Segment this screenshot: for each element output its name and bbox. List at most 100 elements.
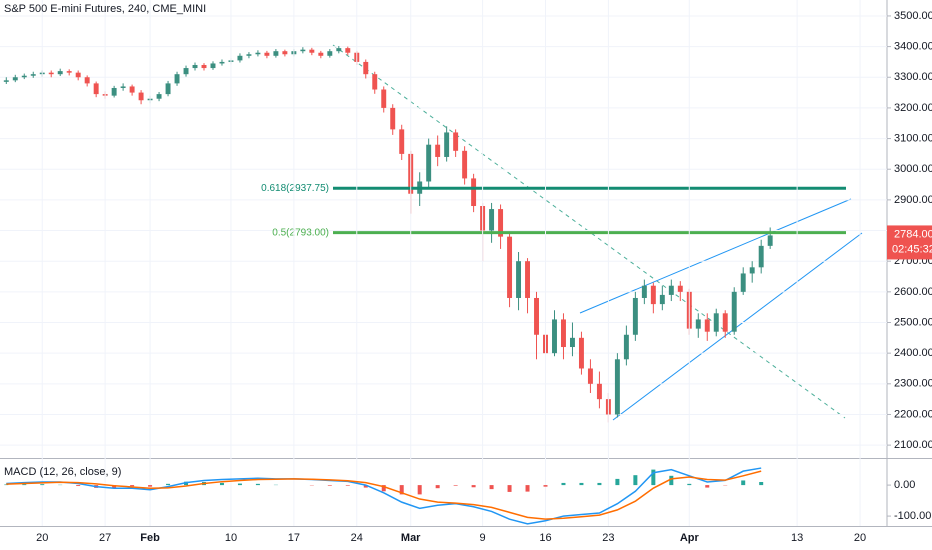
candle-body [704, 319, 710, 332]
candle-body [129, 86, 135, 93]
candle-body [66, 71, 72, 73]
candle-body [246, 54, 252, 56]
macd-line [6, 467, 762, 525]
candle-body [462, 150, 468, 179]
candle-body [84, 77, 90, 84]
macd-histogram-bar [255, 483, 260, 486]
y-tick-label: 2400.00 [894, 347, 932, 359]
candle-body [614, 359, 620, 415]
y-tick-label: 2500.00 [894, 316, 932, 328]
candle-body [318, 52, 324, 56]
candle-body [363, 61, 369, 75]
macd-histogram-bar [507, 485, 512, 492]
candle-body [255, 52, 261, 55]
macd-histogram-bar [759, 482, 764, 486]
candle-body [534, 297, 539, 335]
candle-body [435, 144, 441, 157]
macd-histogram-bar [184, 481, 189, 486]
candle-body [309, 49, 315, 53]
candle-body [345, 48, 351, 53]
macd-histogram-bar [543, 485, 548, 487]
candle-body [300, 49, 306, 52]
macd-histogram-bar [741, 480, 746, 486]
candle-body [336, 48, 342, 52]
macd-histogram-bar [435, 485, 440, 489]
last-price-label: 2784.00 [894, 228, 932, 240]
candle-body [174, 74, 180, 84]
candle-body [372, 74, 378, 90]
macd-histogram-bar [381, 485, 386, 492]
candle-body [381, 89, 387, 108]
candle-body [192, 64, 198, 69]
candle-body [75, 72, 81, 78]
candle-body [210, 63, 216, 69]
candle-body [749, 267, 755, 274]
macd-histogram-bar [687, 483, 692, 486]
x-tick-label: 23 [602, 532, 614, 544]
candle-body [327, 51, 333, 56]
macd-title: MACD (12, 26, close, 9) [4, 466, 121, 478]
candle-body [264, 52, 270, 56]
candle-body [3, 80, 9, 82]
macd-histogram-bar [327, 485, 332, 486]
channel-line [612, 232, 863, 421]
candle-body [632, 297, 638, 335]
y-tick-label: 3000.00 [894, 163, 932, 175]
candle-body [120, 86, 126, 88]
macd-histogram-bar [471, 485, 476, 488]
x-tick-label: 9 [480, 532, 486, 544]
macd-histogram-bar [40, 484, 45, 486]
macd-histogram-bar [4, 484, 9, 486]
y-tick-label: 3100.00 [894, 132, 932, 144]
macd-histogram-bar [489, 485, 494, 490]
candle-body [507, 236, 513, 298]
candle-body [552, 319, 557, 354]
x-tick-label: 24 [351, 532, 363, 544]
macd-histogram-bar [237, 483, 242, 486]
x-tick-label: 10 [225, 532, 237, 544]
macd-histogram-bar [525, 485, 530, 492]
macd-histogram-bar [669, 475, 674, 486]
x-tick-label: Mar [401, 532, 421, 544]
x-tick-label: 20 [36, 532, 48, 544]
x-tick-label: 17 [288, 532, 300, 544]
candle-body [767, 235, 773, 246]
candle-body [165, 83, 171, 95]
last-price-box [887, 225, 932, 260]
candle-body [111, 87, 117, 96]
countdown-label: 02:45:32 [892, 243, 932, 255]
candle-body [282, 51, 288, 55]
candle-body [399, 129, 405, 154]
macd-histogram-bar [561, 482, 566, 486]
macd-histogram-bar [579, 482, 584, 486]
candle-body [201, 64, 207, 69]
candle-body [390, 107, 396, 130]
y-tick-label: 3300.00 [894, 71, 932, 83]
chart-title: S&P 500 E-mini Futures, 240, CME_MINI [4, 3, 206, 15]
y-tick-label: 3400.00 [894, 41, 932, 53]
y-tick-label: 2300.00 [894, 378, 932, 390]
macd-histogram-bar [363, 485, 368, 488]
candle-body [668, 285, 674, 295]
candle-body [471, 178, 477, 207]
signal-line [6, 470, 762, 520]
x-tick-label: 27 [99, 532, 111, 544]
macd-histogram-bar [399, 485, 404, 495]
fib-level-label: 0.5(2793.00) [272, 227, 329, 238]
x-tick-label: 13 [791, 532, 803, 544]
y-tick-label: 0.00 [894, 479, 915, 491]
y-tick-label: 2100.00 [894, 439, 932, 451]
candle-body [138, 92, 144, 101]
y-tick-label: -100.00 [894, 510, 931, 522]
candle-body [561, 319, 566, 348]
candle-body [659, 294, 665, 305]
candle-body [650, 285, 656, 305]
y-tick-label: 3200.00 [894, 102, 932, 114]
candle-body [21, 75, 27, 78]
macd-histogram-bar [615, 478, 620, 486]
macd-histogram-bar [345, 485, 350, 486]
x-tick-label: Feb [140, 532, 160, 544]
candle-body [156, 94, 162, 99]
macd-histogram-bar [166, 483, 171, 486]
